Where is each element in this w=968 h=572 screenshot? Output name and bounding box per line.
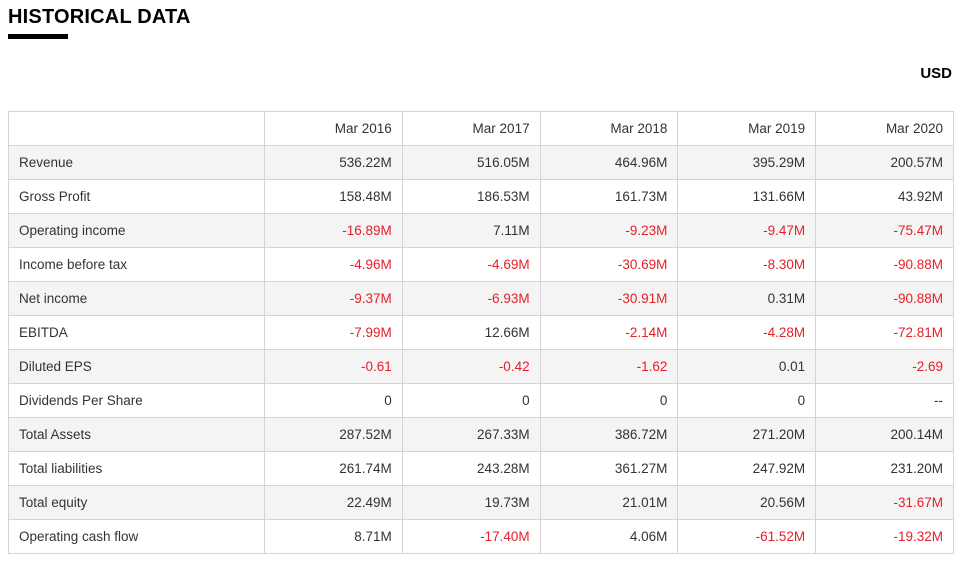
cell-value: 12.66M — [401, 315, 541, 350]
table-row: EBITDA -7.99M 12.66M -2.14M -4.28M -72.81M — [8, 315, 954, 350]
historical-data-table: Mar 2016 Mar 2017 Mar 2018 Mar 2019 Mar … — [8, 111, 954, 554]
cell-value: -4.69M — [401, 247, 541, 282]
cell-value: 247.92M — [677, 451, 817, 486]
cell-value: 0.01 — [677, 349, 817, 384]
table-body: Revenue 536.22M 516.05M 464.96M 395.29M 200.5… — [8, 145, 954, 554]
row-label: Gross Profit — [8, 179, 265, 214]
table-row: Operating income -16.89M 7.11M -9.23M -9.47M… — [8, 213, 954, 248]
currency-label: USD — [920, 65, 952, 82]
cell-value: -72.81M — [815, 315, 954, 350]
cell-value: -4.96M — [264, 247, 403, 282]
cell-value: 0 — [264, 383, 403, 418]
cell-value: 22.49M — [264, 485, 403, 520]
cell-value: 395.29M — [677, 145, 817, 180]
column-header-mar-2019: Mar 2019 — [677, 111, 817, 146]
cell-value: -30.69M — [539, 247, 679, 282]
row-label: Operating cash flow — [8, 519, 265, 554]
cell-value: -2.14M — [539, 315, 679, 350]
cell-value: -- — [815, 383, 954, 418]
cell-value: -16.89M — [264, 213, 403, 248]
row-label: Total liabilities — [8, 451, 265, 486]
table-row: Total equity 22.49M 19.73M 21.01M 20.56M -31.… — [8, 485, 954, 520]
row-label: Total Assets — [8, 417, 265, 452]
cell-value: -30.91M — [539, 281, 679, 316]
row-label: Dividends Per Share — [8, 383, 265, 418]
cell-value: -19.32M — [815, 519, 954, 554]
cell-value: -4.28M — [677, 315, 817, 350]
cell-value: 4.06M — [539, 519, 679, 554]
row-label: Operating income — [8, 213, 265, 248]
table-row: Total liabilities 261.74M 243.28M 361.27M 24… — [8, 451, 954, 486]
cell-value: -1.62 — [539, 349, 679, 384]
cell-value: -2.69 — [815, 349, 954, 384]
row-label: Revenue — [8, 145, 265, 180]
cell-value: 231.20M — [815, 451, 954, 486]
cell-value: -31.67M — [815, 485, 954, 520]
table-row: Operating cash flow 8.71M -17.40M 4.06M -61.… — [8, 519, 954, 554]
table-row: Net income -9.37M -6.93M -30.91M 0.31M -90.88… — [8, 281, 954, 316]
cell-value: 8.71M — [264, 519, 403, 554]
cell-value: 19.73M — [401, 485, 541, 520]
cell-value: -90.88M — [815, 281, 954, 316]
table-header-row: Mar 2016 Mar 2017 Mar 2018 Mar 2019 Mar … — [8, 111, 954, 146]
cell-value: 186.53M — [401, 179, 541, 214]
cell-value: 287.52M — [264, 417, 403, 452]
row-label: EBITDA — [8, 315, 265, 350]
row-label: Diluted EPS — [8, 349, 265, 384]
cell-value: 464.96M — [539, 145, 679, 180]
cell-value: 131.66M — [677, 179, 817, 214]
cell-value: -6.93M — [401, 281, 541, 316]
cell-value: -7.99M — [264, 315, 403, 350]
column-header-mar-2018: Mar 2018 — [539, 111, 679, 146]
cell-value: 21.01M — [539, 485, 679, 520]
title-underline — [8, 34, 68, 39]
column-header-mar-2020: Mar 2020 — [815, 111, 954, 146]
cell-value: 200.57M — [815, 145, 954, 180]
column-header-mar-2017: Mar 2017 — [401, 111, 541, 146]
cell-value: 267.33M — [401, 417, 541, 452]
cell-value: -90.88M — [815, 247, 954, 282]
cell-value: -8.30M — [677, 247, 817, 282]
cell-value: 271.20M — [677, 417, 817, 452]
cell-value: -0.61 — [264, 349, 403, 384]
cell-value: 261.74M — [264, 451, 403, 486]
cell-value: -9.47M — [677, 213, 817, 248]
row-label: Income before tax — [8, 247, 265, 282]
table-row: Income before tax -4.96M -4.69M -30.69M -8.3… — [8, 247, 954, 282]
cell-value: 361.27M — [539, 451, 679, 486]
table-row: Gross Profit 158.48M 186.53M 161.73M 131.66M… — [8, 179, 954, 214]
cell-value: -61.52M — [677, 519, 817, 554]
cell-value: 0 — [539, 383, 679, 418]
cell-value: 43.92M — [815, 179, 954, 214]
table-row: Diluted EPS -0.61 -0.42 -1.62 0.01 -2.69 — [8, 349, 954, 384]
table-row: Dividends Per Share 0 0 0 0 -- — [8, 383, 954, 418]
cell-value: 0 — [677, 383, 817, 418]
cell-value: 20.56M — [677, 485, 817, 520]
cell-value: 243.28M — [401, 451, 541, 486]
header-empty-cell — [8, 111, 265, 146]
row-label: Total equity — [8, 485, 265, 520]
cell-value: 0.31M — [677, 281, 817, 316]
table-row: Revenue 536.22M 516.05M 464.96M 395.29M 200.5… — [8, 145, 954, 180]
cell-value: 7.11M — [401, 213, 541, 248]
cell-value: 161.73M — [539, 179, 679, 214]
cell-value: -9.37M — [264, 281, 403, 316]
cell-value: -75.47M — [815, 213, 954, 248]
cell-value: 516.05M — [401, 145, 541, 180]
cell-value: 158.48M — [264, 179, 403, 214]
cell-value: 536.22M — [264, 145, 403, 180]
cell-value: 386.72M — [539, 417, 679, 452]
table-row: Total Assets 287.52M 267.33M 386.72M 271.20M… — [8, 417, 954, 452]
cell-value: -9.23M — [539, 213, 679, 248]
cell-value: 200.14M — [815, 417, 954, 452]
cell-value: -0.42 — [401, 349, 541, 384]
section-title: HISTORICAL DATA — [8, 6, 191, 28]
cell-value: -17.40M — [401, 519, 541, 554]
row-label: Net income — [8, 281, 265, 316]
column-header-mar-2016: Mar 2016 — [264, 111, 403, 146]
cell-value: 0 — [401, 383, 541, 418]
